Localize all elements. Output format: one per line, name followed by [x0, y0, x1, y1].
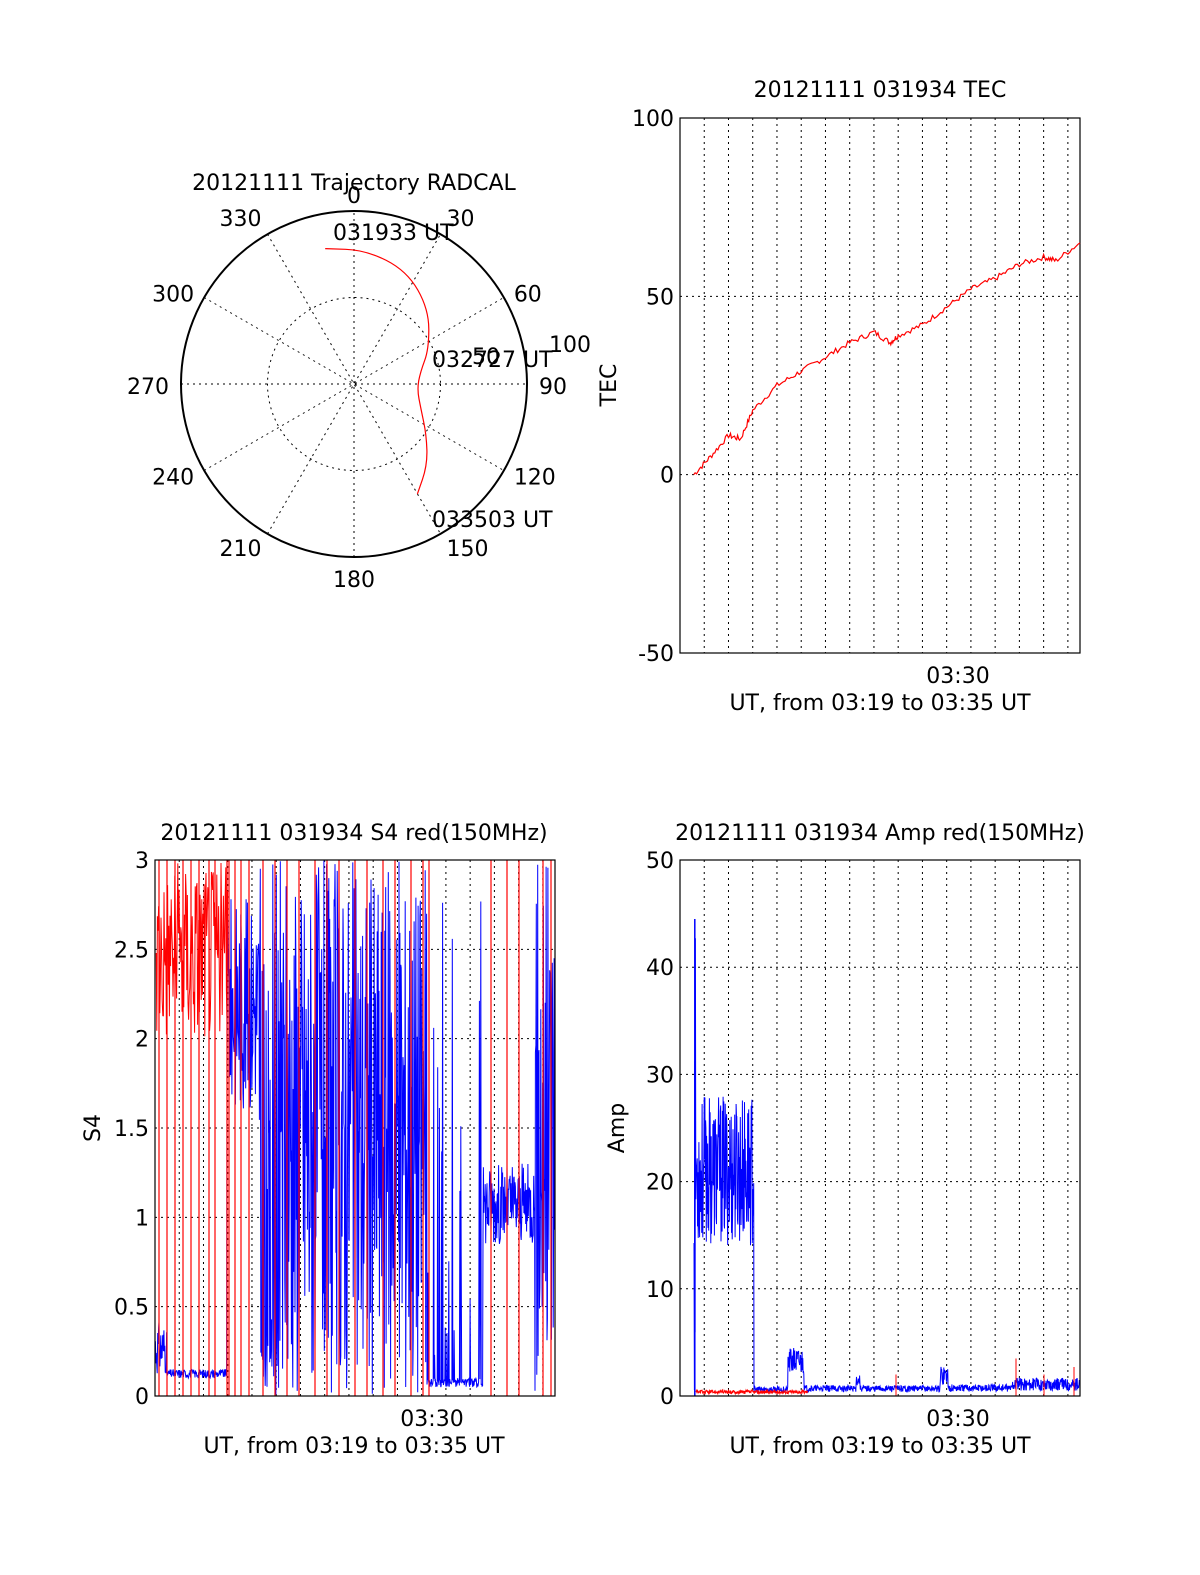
trajectory-line	[325, 248, 430, 495]
polar-angle-label-330: 330	[220, 207, 262, 232]
s4-title: 20121111 031934 S4 red(150MHz)	[160, 821, 547, 846]
amp-frame	[679, 859, 1081, 1397]
polar-angle-label-210: 210	[220, 537, 262, 562]
tec-y-tick-50: 50	[646, 285, 674, 310]
polar-angle-label-30: 30	[447, 207, 475, 232]
s4-y-tick-1.5: 1.5	[114, 1117, 149, 1142]
polar-grid-circle	[267, 297, 441, 471]
polar-grid-spoke	[203, 297, 505, 471]
s4-y-ticks: 0 0.5 1 1.5 2 2.5 3	[114, 849, 149, 1410]
amp-x-tick-label: 03:30	[926, 1407, 989, 1432]
s4-x-tick-label: 03:30	[400, 1407, 463, 1432]
s4-y-tick-2: 2	[135, 1028, 149, 1053]
amp-grid	[680, 860, 1080, 1396]
amp-y-tick-30: 30	[646, 1063, 674, 1088]
polar-grid	[181, 211, 527, 557]
polar-angle-label-90: 90	[539, 375, 567, 400]
trajectory-end-label: 033503 UT	[432, 508, 553, 533]
polar-outer-circle	[180, 210, 528, 558]
tec-y-tick--50: -50	[638, 642, 674, 667]
amp-blue-series	[693, 938, 1081, 1394]
polar-angle-label-240: 240	[152, 466, 194, 491]
tec-y-ticks: -50 0 50 100	[632, 107, 674, 667]
amp-y-tick-10: 10	[646, 1278, 674, 1303]
polar-angle-label-120: 120	[514, 466, 556, 491]
tec-y-tick-0: 0	[660, 464, 674, 489]
amp-plot: 20121111 031934 Amp red(150MHz) 0 10 20 30 4…	[605, 821, 1085, 1459]
polar-title: 20121111 Trajectory RADCAL	[192, 171, 516, 196]
tec-x-tick-label: 03:30	[926, 664, 989, 689]
tec-y-tick-100: 100	[632, 107, 674, 132]
polar-angle-label-180: 180	[333, 568, 375, 593]
trajectory-mid-label: 032727 UT	[432, 348, 553, 373]
polar-grid-spoke	[267, 233, 441, 535]
s4-red-series	[158, 860, 552, 1396]
polar-angle-labels: 0 30 60 90 120 150 180 210 240 270 300 330	[127, 184, 567, 593]
s4-y-tick-3: 3	[135, 849, 149, 874]
polar-radius-tick-50: 50	[472, 345, 500, 370]
amp-y-tick-0: 0	[660, 1385, 674, 1410]
amp-red-series	[695, 1388, 809, 1396]
polar-angle-label-60: 60	[514, 283, 542, 308]
trajectory-start-label: 031933 UT	[333, 221, 454, 246]
s4-series	[154, 860, 556, 1396]
tec-grid	[680, 118, 1080, 653]
tec-x-axis-label: UT, from 03:19 to 03:35 UT	[729, 691, 1031, 716]
amp-series	[693, 918, 1081, 1396]
polar-angle-label-0: 0	[347, 184, 361, 209]
amp-y-ticks: 0 10 20 30 40 50	[646, 849, 674, 1410]
amp-y-tick-40: 40	[646, 956, 674, 981]
s4-y-tick-2.5: 2.5	[114, 938, 149, 963]
polar-angle-label-270: 270	[127, 375, 169, 400]
amp-title: 20121111 031934 Amp red(150MHz)	[675, 821, 1085, 846]
s4-frame	[154, 859, 556, 1397]
tec-y-axis-label: TEC	[597, 364, 622, 408]
polar-angle-label-150: 150	[447, 537, 489, 562]
s4-y-tick-0: 0	[135, 1385, 149, 1410]
amp-y-tick-50: 50	[646, 849, 674, 874]
tec-frame	[679, 117, 1081, 654]
s4-plot: 20121111 031934 S4 red(150MHz) 0 0.5 1 1.5 2…	[81, 821, 556, 1459]
polar-angle-label-300: 300	[152, 283, 194, 308]
tec-series-line	[693, 242, 1081, 476]
s4-red-noise	[155, 862, 229, 1037]
polar-grid-spoke	[203, 297, 505, 471]
polar-radius-tick-100: 100	[549, 333, 591, 358]
polar-grid-spoke	[267, 233, 441, 535]
s4-y-axis-label: S4	[81, 1114, 106, 1142]
s4-y-tick-0.5: 0.5	[114, 1296, 149, 1321]
s4-x-axis-label: UT, from 03:19 to 03:35 UT	[203, 1434, 505, 1459]
tec-plot: 20121111 031934 TEC -50 0 50 100 03:30 UT, …	[597, 78, 1081, 716]
tec-title: 20121111 031934 TEC	[754, 78, 1007, 103]
s4-y-tick-1: 1	[135, 1206, 149, 1231]
amp-y-axis-label: Amp	[605, 1103, 630, 1153]
amp-y-tick-20: 20	[646, 1171, 674, 1196]
amp-x-axis-label: UT, from 03:19 to 03:35 UT	[729, 1434, 1031, 1459]
polar-trajectory-plot: 20121111 Trajectory RADCAL 0 30 60 90 120 150…	[127, 171, 591, 593]
